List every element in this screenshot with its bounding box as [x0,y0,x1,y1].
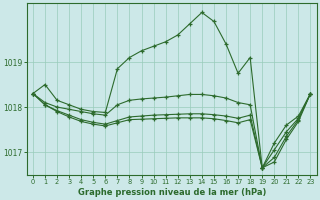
X-axis label: Graphe pression niveau de la mer (hPa): Graphe pression niveau de la mer (hPa) [77,188,266,197]
